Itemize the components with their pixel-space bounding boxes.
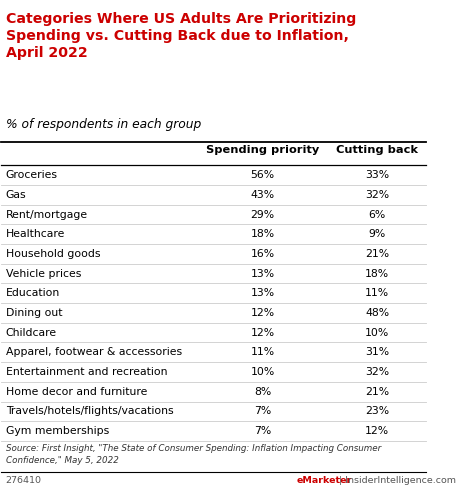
Text: Gym memberships: Gym memberships [6, 426, 109, 436]
Text: Household goods: Household goods [6, 249, 100, 259]
Text: Entertainment and recreation: Entertainment and recreation [6, 367, 167, 377]
Text: 7%: 7% [254, 406, 271, 416]
Text: 12%: 12% [251, 328, 274, 338]
Text: eMarketer: eMarketer [297, 476, 352, 486]
Text: 43%: 43% [251, 190, 274, 200]
Text: 21%: 21% [365, 249, 390, 259]
Text: Gas: Gas [6, 190, 26, 200]
Text: Travels/hotels/flights/vacations: Travels/hotels/flights/vacations [6, 406, 173, 416]
Text: 48%: 48% [365, 308, 390, 318]
Text: 9%: 9% [369, 229, 386, 239]
Text: 7%: 7% [254, 426, 271, 436]
Text: 32%: 32% [365, 190, 390, 200]
Text: 6%: 6% [369, 209, 386, 219]
Text: 56%: 56% [251, 170, 274, 180]
Text: 18%: 18% [251, 229, 274, 239]
Text: | InsiderIntelligence.com: | InsiderIntelligence.com [336, 476, 456, 486]
Text: 33%: 33% [365, 170, 390, 180]
Text: Vehicle prices: Vehicle prices [6, 269, 81, 279]
Text: 13%: 13% [251, 269, 274, 279]
Text: Spending priority: Spending priority [206, 145, 319, 154]
Text: 11%: 11% [365, 288, 390, 298]
Text: Cutting back: Cutting back [337, 145, 418, 154]
Text: Rent/mortgage: Rent/mortgage [6, 209, 88, 219]
Text: 23%: 23% [365, 406, 390, 416]
Text: 32%: 32% [365, 367, 390, 377]
Text: Healthcare: Healthcare [6, 229, 65, 239]
Text: Groceries: Groceries [6, 170, 58, 180]
Text: 29%: 29% [251, 209, 274, 219]
Text: 11%: 11% [251, 347, 274, 357]
Text: % of respondents in each group: % of respondents in each group [6, 118, 201, 131]
Text: Childcare: Childcare [6, 328, 57, 338]
Text: 18%: 18% [365, 269, 390, 279]
Text: 10%: 10% [365, 328, 390, 338]
Text: 10%: 10% [251, 367, 275, 377]
Text: 8%: 8% [254, 387, 271, 396]
Text: 31%: 31% [365, 347, 390, 357]
Text: Dining out: Dining out [6, 308, 62, 318]
Text: 12%: 12% [251, 308, 274, 318]
Text: Home decor and furniture: Home decor and furniture [6, 387, 147, 396]
Text: 16%: 16% [251, 249, 274, 259]
Text: Categories Where US Adults Are Prioritizing
Spending vs. Cutting Back due to Inf: Categories Where US Adults Are Prioritiz… [6, 12, 356, 60]
Text: 13%: 13% [251, 288, 274, 298]
Text: 12%: 12% [365, 426, 390, 436]
Text: 21%: 21% [365, 387, 390, 396]
Text: Apparel, footwear & accessories: Apparel, footwear & accessories [6, 347, 182, 357]
Text: 276410: 276410 [6, 476, 42, 486]
Text: Education: Education [6, 288, 60, 298]
Text: Source: First Insight, "The State of Consumer Spending: Inflation Impacting Cons: Source: First Insight, "The State of Con… [6, 444, 381, 465]
